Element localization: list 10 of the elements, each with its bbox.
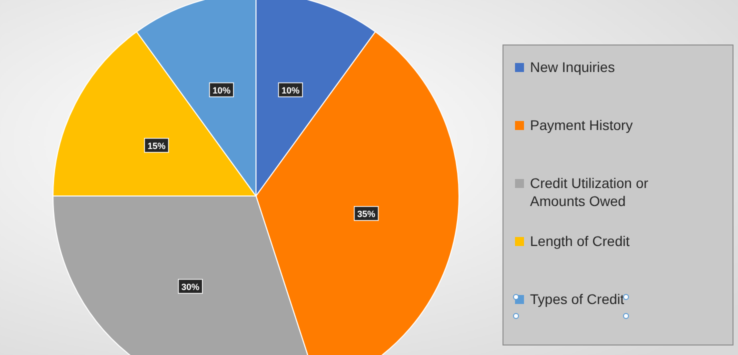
legend-label: Types of Credit xyxy=(530,291,624,307)
legend-label: Length of Credit xyxy=(530,233,630,249)
data-label: 10% xyxy=(212,85,231,96)
data-label: 15% xyxy=(148,140,166,151)
legend-label: Payment History xyxy=(530,117,633,133)
data-label: 30% xyxy=(181,282,200,292)
legend-label: Credit Utilization or Amounts Owed xyxy=(530,175,649,209)
legend-label: New Inquiries xyxy=(530,59,615,75)
data-label: 35% xyxy=(357,208,376,219)
data-label: 10% xyxy=(281,85,300,96)
